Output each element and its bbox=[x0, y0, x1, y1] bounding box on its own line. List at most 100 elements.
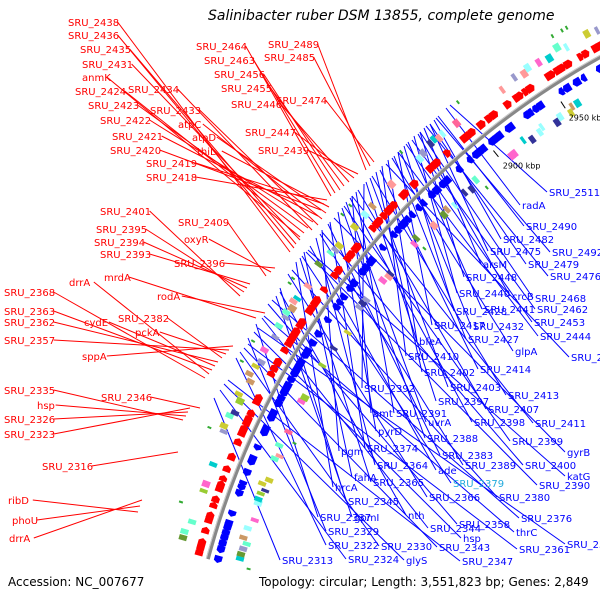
cog-block bbox=[178, 533, 188, 542]
reverse-gene bbox=[323, 315, 333, 323]
leader-line-forward bbox=[167, 317, 223, 359]
gene-label-forward: SRU_2419 bbox=[146, 159, 197, 170]
reverse-gene bbox=[286, 374, 297, 383]
leader-line-forward bbox=[93, 281, 210, 375]
gene-label-forward: SRU_2464 bbox=[196, 42, 247, 53]
gene-label-reverse: SRU_2403 bbox=[450, 383, 501, 394]
gene-label-reverse: SRU_2410 bbox=[408, 352, 459, 363]
cog-block bbox=[317, 361, 327, 369]
forward-gene bbox=[222, 465, 232, 474]
rna-tick bbox=[178, 500, 184, 504]
forward-gene bbox=[297, 318, 307, 327]
forward-gene bbox=[319, 286, 329, 294]
rna-tick bbox=[292, 441, 297, 445]
reverse-gene bbox=[427, 189, 437, 199]
gene-label-forward: ribD bbox=[8, 496, 29, 507]
forward-gene bbox=[218, 475, 228, 483]
leader-line-forward bbox=[106, 345, 234, 357]
gene-label-forward: SRU_2455 bbox=[221, 84, 272, 95]
cog-block bbox=[409, 239, 419, 249]
forward-gene bbox=[200, 526, 210, 535]
gene-label-reverse: SRU_2428 bbox=[456, 307, 507, 318]
gene-label-reverse: SRU_2453 bbox=[534, 318, 585, 329]
leader-line-reverse bbox=[271, 299, 520, 519]
leader-line-forward bbox=[55, 404, 187, 417]
forward-gene bbox=[400, 189, 410, 198]
leader-line-reverse bbox=[399, 149, 472, 327]
reverse-gene bbox=[580, 73, 588, 82]
leader-line-forward bbox=[195, 176, 328, 201]
cog-block bbox=[269, 455, 280, 463]
cog-block bbox=[238, 534, 248, 541]
forward-gene bbox=[562, 59, 573, 70]
gene-label-reverse: SRU_2343 bbox=[439, 543, 490, 554]
leader-line-forward bbox=[149, 210, 241, 297]
gene-label-forward: SRU_2446 bbox=[231, 100, 282, 111]
leader-line-reverse bbox=[247, 337, 327, 532]
leader-line-forward bbox=[263, 73, 341, 191]
gene-label-forward: SRU_2418 bbox=[146, 173, 197, 184]
cog-block bbox=[442, 204, 452, 214]
cog-block bbox=[361, 295, 371, 304]
reverse-gene bbox=[332, 302, 342, 311]
reverse-gene bbox=[269, 407, 279, 416]
gene-label-reverse: SRU_2511 bbox=[549, 188, 600, 199]
forward-gene bbox=[279, 346, 289, 355]
cog-block bbox=[367, 201, 377, 211]
rna-tick bbox=[484, 185, 489, 190]
gene-label-reverse: SRU_2378 bbox=[567, 540, 600, 551]
cog-block bbox=[281, 313, 290, 322]
forward-gene bbox=[243, 414, 253, 423]
cog-block bbox=[460, 188, 469, 197]
leader-line-forward bbox=[253, 59, 336, 194]
rna-tick bbox=[422, 246, 427, 251]
cog-block bbox=[264, 476, 274, 484]
gene-label-forward: SRU_2421 bbox=[112, 132, 163, 143]
gene-label-forward: SRU_2423 bbox=[88, 101, 139, 112]
reverse-gene bbox=[224, 518, 234, 527]
accession-text: Accession: NC_007677 bbox=[8, 575, 145, 589]
cog-block bbox=[259, 345, 270, 355]
cog-block bbox=[534, 57, 543, 68]
gene-label-reverse: SRU_2330 bbox=[381, 542, 432, 553]
cog-block bbox=[260, 487, 270, 494]
cog-block bbox=[510, 148, 519, 158]
cog-block bbox=[199, 487, 209, 494]
leader-line-reverse bbox=[397, 151, 539, 337]
forward-gene bbox=[210, 495, 220, 504]
reverse-gene bbox=[480, 143, 489, 153]
scale-tick-mark bbox=[560, 101, 566, 109]
leader-line-forward bbox=[159, 331, 227, 355]
gene-label-forward: anmK bbox=[82, 73, 111, 84]
gene-label-forward: SRU_2368 bbox=[4, 288, 55, 299]
reverse-gene bbox=[434, 184, 443, 193]
rna-tick bbox=[564, 25, 569, 30]
gene-label-reverse: SRU_2376 bbox=[521, 514, 572, 525]
gene-label-reverse: SRU_2411 bbox=[535, 419, 586, 430]
leader-line-forward bbox=[124, 90, 305, 234]
cog-block bbox=[256, 357, 266, 367]
cog-block bbox=[566, 108, 576, 118]
gene-label-reverse: SRU_2389 bbox=[465, 461, 516, 472]
cog-block bbox=[498, 85, 507, 95]
leader-line-forward bbox=[307, 149, 359, 175]
gene-label-forward: SRU_2420 bbox=[110, 146, 161, 157]
reverse-gene bbox=[216, 544, 226, 554]
cog-block bbox=[438, 209, 449, 220]
gene-label-reverse: pyrD bbox=[378, 427, 402, 438]
leader-line-forward bbox=[53, 321, 219, 363]
gene-label-forward: drrA bbox=[9, 534, 30, 545]
cog-block bbox=[519, 136, 527, 145]
leader-line-reverse bbox=[239, 351, 380, 547]
reverse-gene bbox=[361, 262, 372, 272]
rna-tick bbox=[290, 276, 296, 281]
gene-label-reverse: SRU_2322 bbox=[328, 541, 379, 552]
leader-line-forward bbox=[145, 228, 245, 293]
rna-tick bbox=[250, 339, 256, 343]
gene-label-forward: SRU_2393 bbox=[100, 250, 151, 261]
leader-line-forward bbox=[313, 56, 371, 167]
cog-block bbox=[425, 138, 436, 149]
reverse-gene bbox=[572, 76, 583, 87]
forward-gene bbox=[580, 49, 590, 59]
